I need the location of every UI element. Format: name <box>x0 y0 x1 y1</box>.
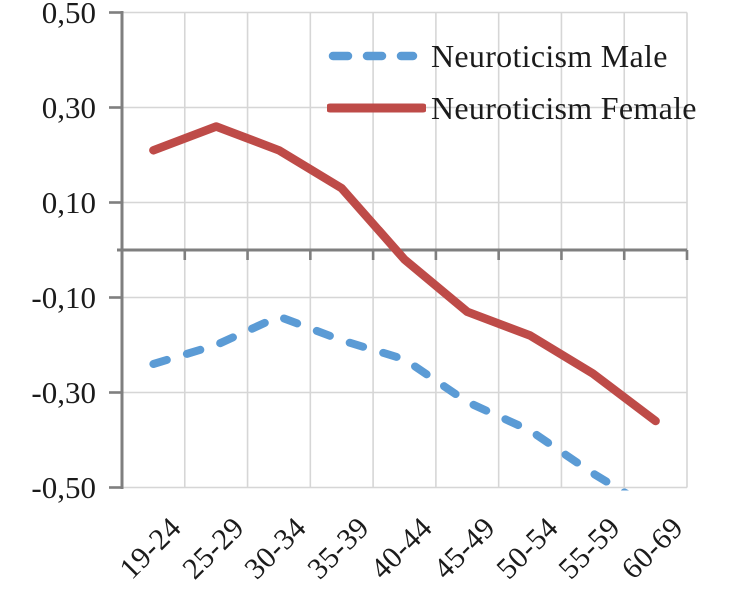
legend-label-male: Neuroticism Male <box>431 37 668 74</box>
series-line-female <box>149 122 660 426</box>
male-dashed-line-swatch <box>328 51 418 61</box>
legend-label-female: Neuroticism Female <box>431 89 697 126</box>
y-axis-label: -0,10 <box>31 279 96 315</box>
legend: Neuroticism Male Neuroticism Female <box>327 38 697 126</box>
legend-item-female: Neuroticism Female <box>327 90 697 126</box>
y-axis-label: -0,30 <box>31 374 96 410</box>
series-line-male <box>149 312 629 491</box>
y-axis-label: -0,50 <box>31 469 96 505</box>
y-axis-label: 0,50 <box>41 0 96 30</box>
legend-item-male: Neuroticism Male <box>327 38 697 74</box>
female-solid-line-swatch <box>327 103 426 113</box>
y-axis-label: 0,10 <box>41 184 96 220</box>
y-axis-label: 0,30 <box>41 89 96 125</box>
